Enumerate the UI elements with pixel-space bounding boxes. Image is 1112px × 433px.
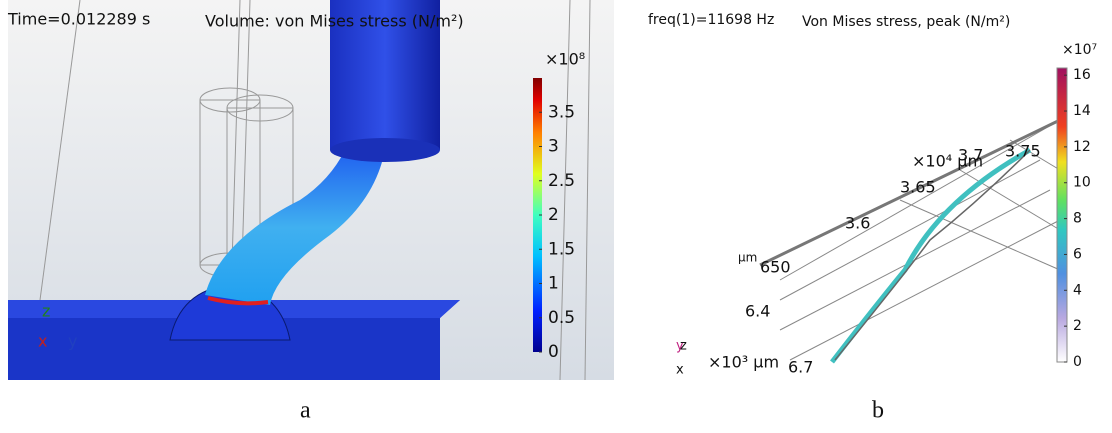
colorbar-tick-label: 6 bbox=[1073, 246, 1082, 262]
colorbar-exponent: ×10⁷ bbox=[1062, 42, 1097, 58]
colorbar bbox=[1057, 68, 1067, 362]
colorbar-tick-label: 1 bbox=[548, 274, 559, 294]
colorbar-tick-label: 0 bbox=[548, 342, 559, 362]
triad-label: z bbox=[42, 302, 50, 321]
colorbar-exponent: ×10⁸ bbox=[545, 50, 585, 69]
colorbar-tick-label: 10 bbox=[1073, 175, 1091, 191]
freq-label: freq(1)=11698 Hz bbox=[648, 12, 774, 28]
colorbar-tick-label: 3.5 bbox=[548, 102, 575, 122]
colorbar-tick-label: 2 bbox=[1073, 318, 1082, 334]
axis-label: 650 bbox=[760, 258, 791, 277]
colorbar-tick-label: 0 bbox=[1073, 354, 1082, 370]
colorbar-tick-label: 4 bbox=[1073, 282, 1082, 298]
colorbar-tick-label: 16 bbox=[1073, 67, 1091, 83]
triad-label: y bbox=[68, 332, 77, 351]
colorbar-tick-label: 0.5 bbox=[548, 308, 575, 328]
colorbar-tick-label: 8 bbox=[1073, 211, 1082, 227]
tube-end bbox=[330, 138, 440, 162]
triad-label: x bbox=[676, 363, 684, 378]
axis-label: 3.7 bbox=[958, 146, 983, 165]
caption: a bbox=[300, 398, 311, 424]
caption: b bbox=[872, 398, 884, 424]
axis-label: 3.65 bbox=[900, 178, 936, 197]
axis-label: ×10³ µm bbox=[708, 353, 779, 372]
axis-label: 6.4 bbox=[745, 302, 770, 321]
plot-title: Von Mises stress, peak (N/m²) bbox=[802, 14, 1010, 30]
page: Time=0.012289 s Volume: von Mises stress… bbox=[0, 0, 1112, 433]
triad-label: z bbox=[680, 339, 687, 354]
axis-label: 3.6 bbox=[845, 214, 870, 233]
triad-label: x bbox=[38, 332, 47, 351]
colorbar-tick-label: 14 bbox=[1073, 103, 1091, 119]
colorbar-tick-label: 1.5 bbox=[548, 239, 575, 259]
colorbar-tick-label: 2 bbox=[548, 205, 559, 225]
figure: Time=0.012289 s Volume: von Mises stress… bbox=[0, 0, 1112, 429]
plot-title: Volume: von Mises stress (N/m²) bbox=[205, 12, 464, 31]
colorbar-tick-label: 2.5 bbox=[548, 171, 575, 191]
axis-label: 3.75 bbox=[1005, 142, 1041, 161]
axis-label: 6.7 bbox=[788, 358, 813, 377]
colorbar-tick-label: 3 bbox=[548, 137, 559, 157]
colorbar-tick-label: 12 bbox=[1073, 139, 1091, 155]
axis-label: µm bbox=[738, 251, 757, 265]
time-label: Time=0.012289 s bbox=[7, 10, 150, 29]
